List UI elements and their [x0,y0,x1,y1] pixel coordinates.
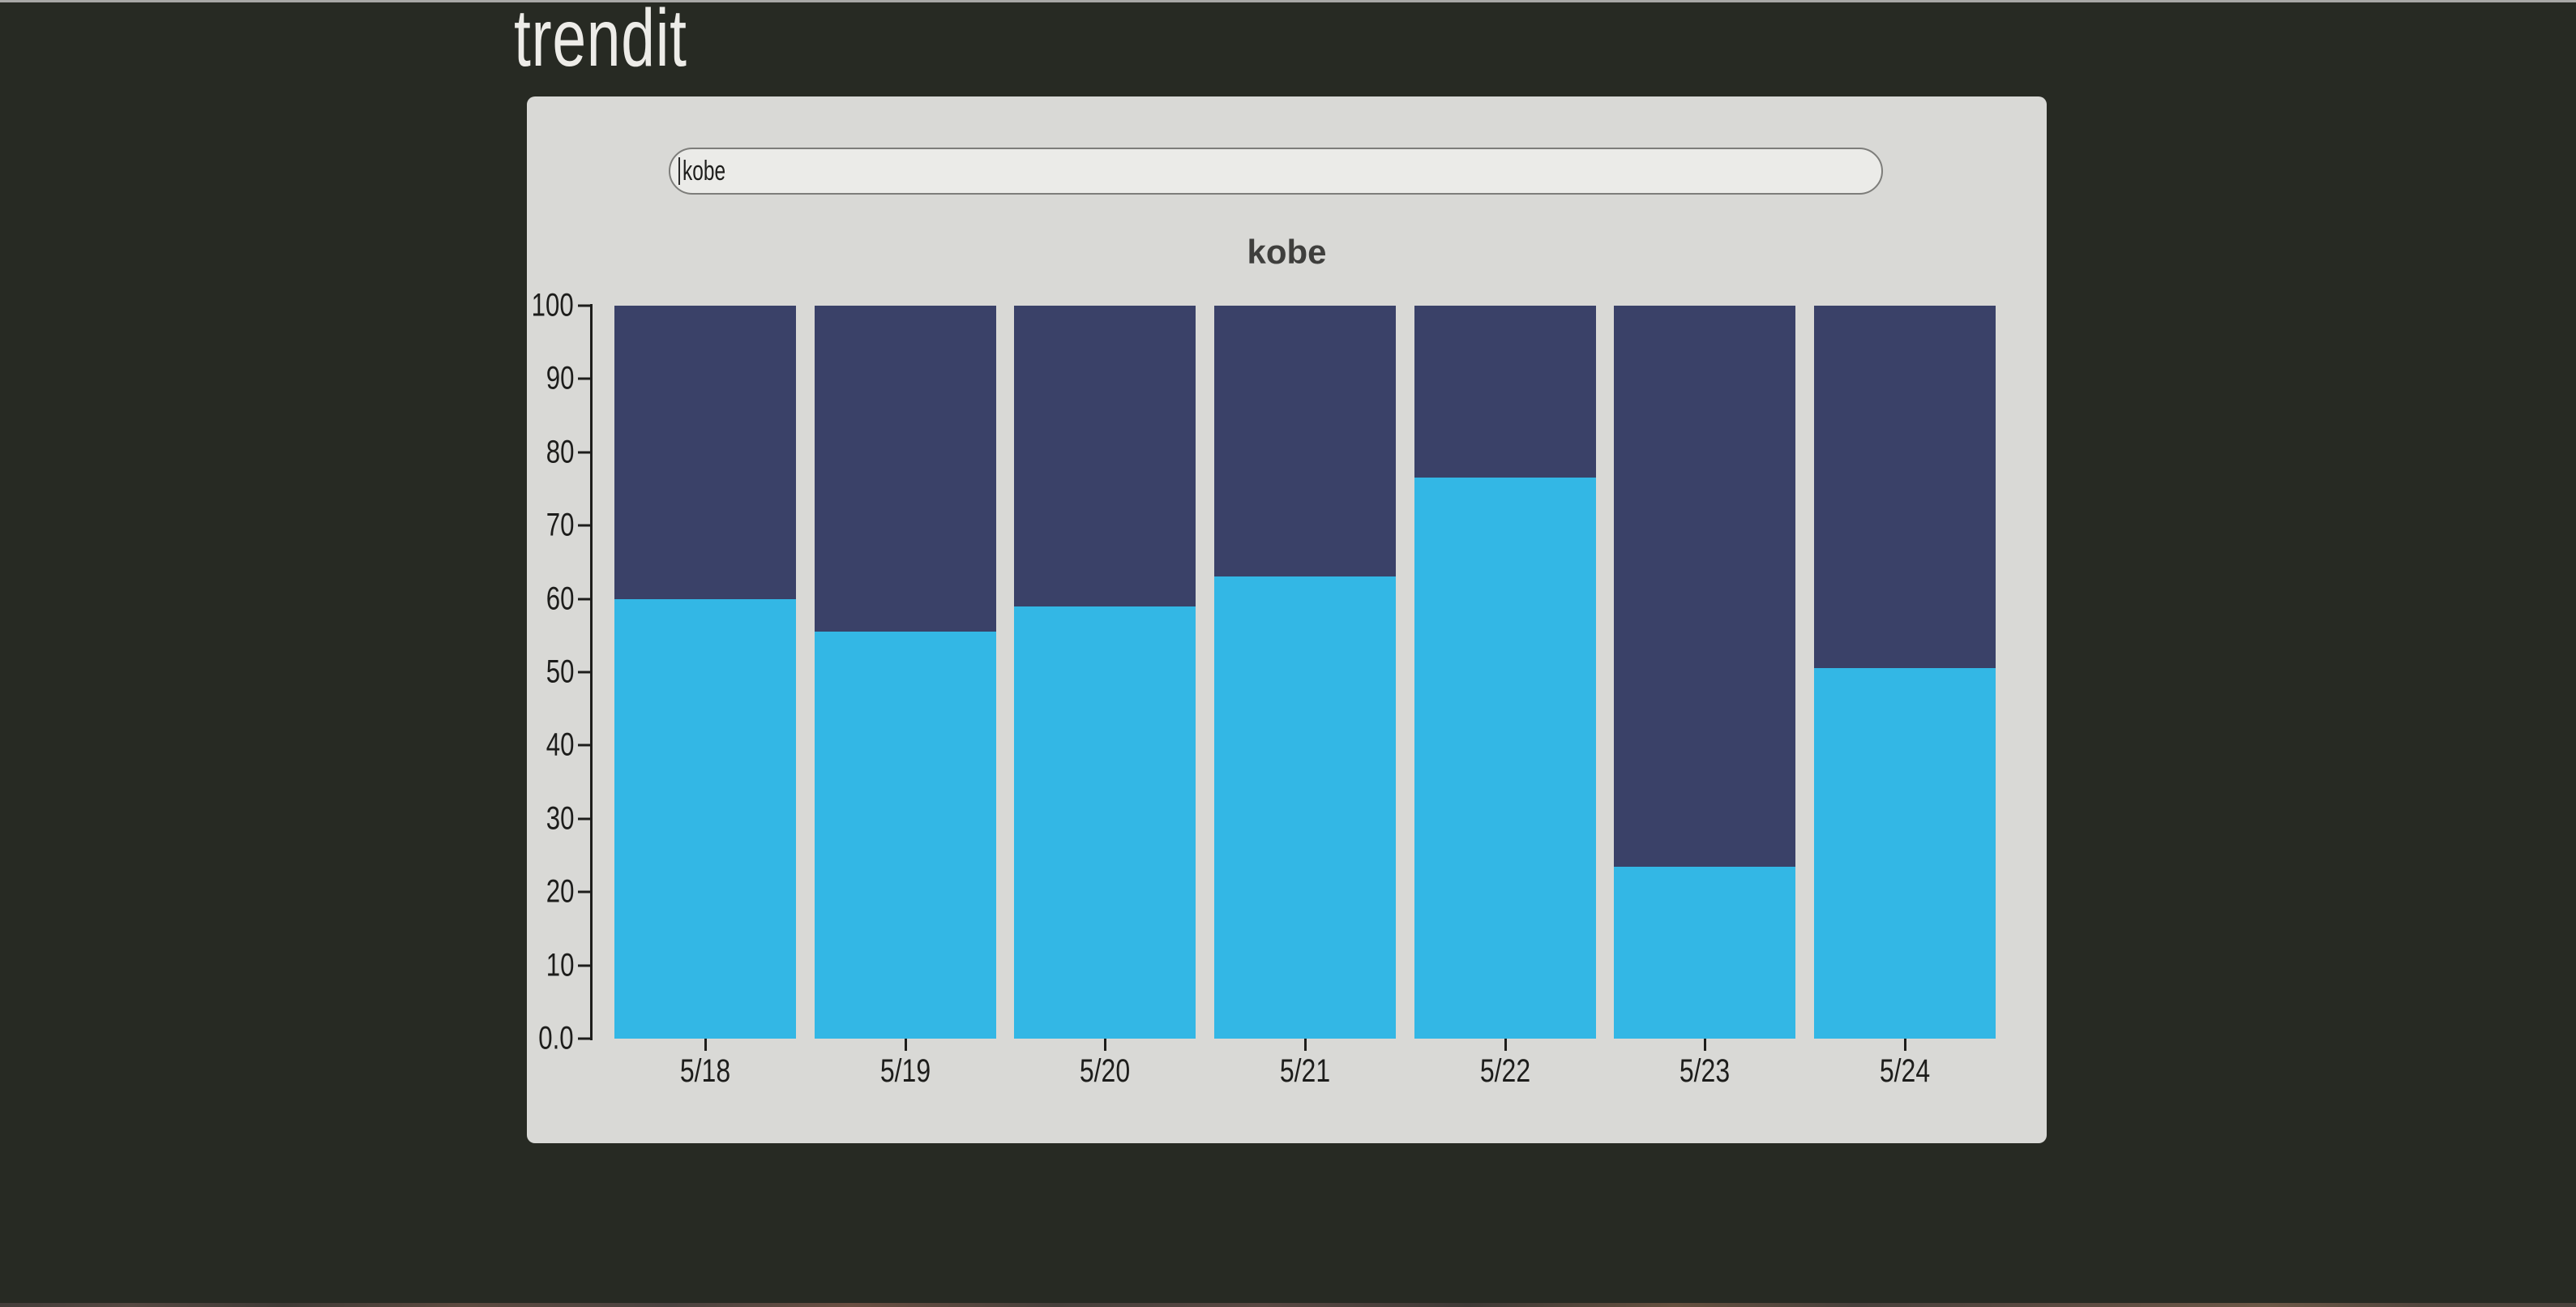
search-input-value: kobe [683,155,726,186]
x-axis-tick-label: 5/19 [879,1053,931,1089]
bar-segment-navy [1614,306,1796,867]
bar-segment-cyan [1014,606,1196,1039]
y-axis-tick: 100 [520,288,590,324]
x-axis-tick-mark [1104,1039,1107,1051]
y-axis-tick-mark [578,964,590,967]
y-axis-tick: 80 [538,434,590,470]
y-axis-tick-mark [578,524,590,527]
y-axis-tick-mark [578,377,590,380]
bar-segment-cyan [1614,866,1796,1039]
y-axis-tick-mark [578,817,590,821]
y-axis-tick: 70 [538,507,590,544]
viewport-top-edge-line [0,0,2576,2]
bar-segment-navy [614,306,796,599]
x-axis-tick-label: 5/20 [1080,1053,1131,1089]
search-input[interactable]: kobe [669,148,1883,195]
y-axis-tick: 50 [538,654,590,691]
y-axis-tick: 60 [538,581,590,617]
y-axis-tick-label: 10 [546,947,574,983]
text-caret [678,157,680,185]
y-axis-tick-mark [578,1037,590,1040]
y-axis-tick-label: 0.0 [538,1020,574,1056]
x-axis-tick-mark [904,1039,907,1051]
bar-group: 5/22 [1414,306,1596,1089]
bar-segment-cyan [1213,576,1396,1039]
y-axis-tick-label: 40 [546,726,574,763]
y-axis-tick-mark [578,890,590,893]
y-axis-tick-label: 30 [546,800,574,837]
bar-segment-navy [814,306,996,632]
y-axis-tick: 30 [538,800,590,837]
bar-segment-cyan [814,632,996,1039]
x-axis-tick-label: 5/24 [1879,1053,1931,1089]
y-axis-tick-label: 50 [546,654,574,690]
bar-group: 5/24 [1813,306,1996,1089]
below-fold-content-edge [0,1303,2576,1307]
x-axis-tick-mark [1303,1039,1307,1051]
y-axis-tick-label: 70 [546,507,574,543]
bar-group: 5/20 [1014,306,1196,1089]
y-axis-tick-label: 80 [546,434,574,470]
bar-segment-navy [1414,306,1596,478]
bar-segment-cyan [1813,668,1996,1039]
bar-segment-navy [1014,306,1196,606]
x-axis-tick-mark [1903,1039,1906,1051]
y-axis-tick: 90 [538,360,590,397]
bar-group: 5/21 [1213,306,1396,1089]
x-axis-tick-label: 5/21 [1279,1053,1331,1089]
chart-plot-area: 100 90 80 70 60 50 40 30 20 10 0.0 5/18 5/19 5/20 5/2… [527,96,2047,1143]
x-axis-tick-label: 5/23 [1680,1053,1731,1089]
app-logo: trendit [514,0,687,84]
y-axis-tick-mark [578,451,590,454]
y-axis-tick-label: 100 [531,287,574,324]
bar-segment-cyan [1414,478,1596,1039]
y-axis-tick-label: 20 [546,873,574,910]
y-axis-tick-mark [578,304,590,307]
bar-group: 5/19 [814,306,996,1089]
x-axis-tick-mark [1704,1039,1707,1051]
bar-group: 5/18 [614,306,796,1089]
y-axis-tick-mark [578,743,590,747]
y-axis-line [590,304,593,1040]
bar-segment-navy [1213,306,1396,577]
y-axis-tick-label: 60 [546,581,574,617]
y-axis-tick: 10 [538,947,590,983]
y-axis-tick-mark [578,671,590,674]
bar-segment-navy [1813,306,1996,669]
y-axis-tick: 20 [538,873,590,911]
y-axis-tick-label: 90 [546,360,574,396]
x-axis-tick-mark [704,1039,707,1051]
y-axis-tick-mark [578,598,590,601]
chart-title: kobe [1247,233,1327,271]
y-axis-tick: 0.0 [528,1021,590,1057]
y-axis-tick: 40 [538,726,590,764]
x-axis-tick-label: 5/22 [1479,1053,1530,1089]
y-axis-ticks: 100 90 80 70 60 50 40 30 20 10 0.0 [527,288,590,1056]
bar-chart: 5/18 5/19 5/20 5/21 5/22 5/23 5/24 [614,306,1996,1089]
x-axis-tick-mark [1504,1039,1507,1051]
bar-group: 5/23 [1614,306,1796,1089]
x-axis-tick-label: 5/18 [679,1053,731,1089]
bar-segment-cyan [614,598,796,1039]
content-card: kobe kobe 100 90 80 70 60 50 40 30 20 10 0.0 5/18 5… [527,96,2047,1143]
